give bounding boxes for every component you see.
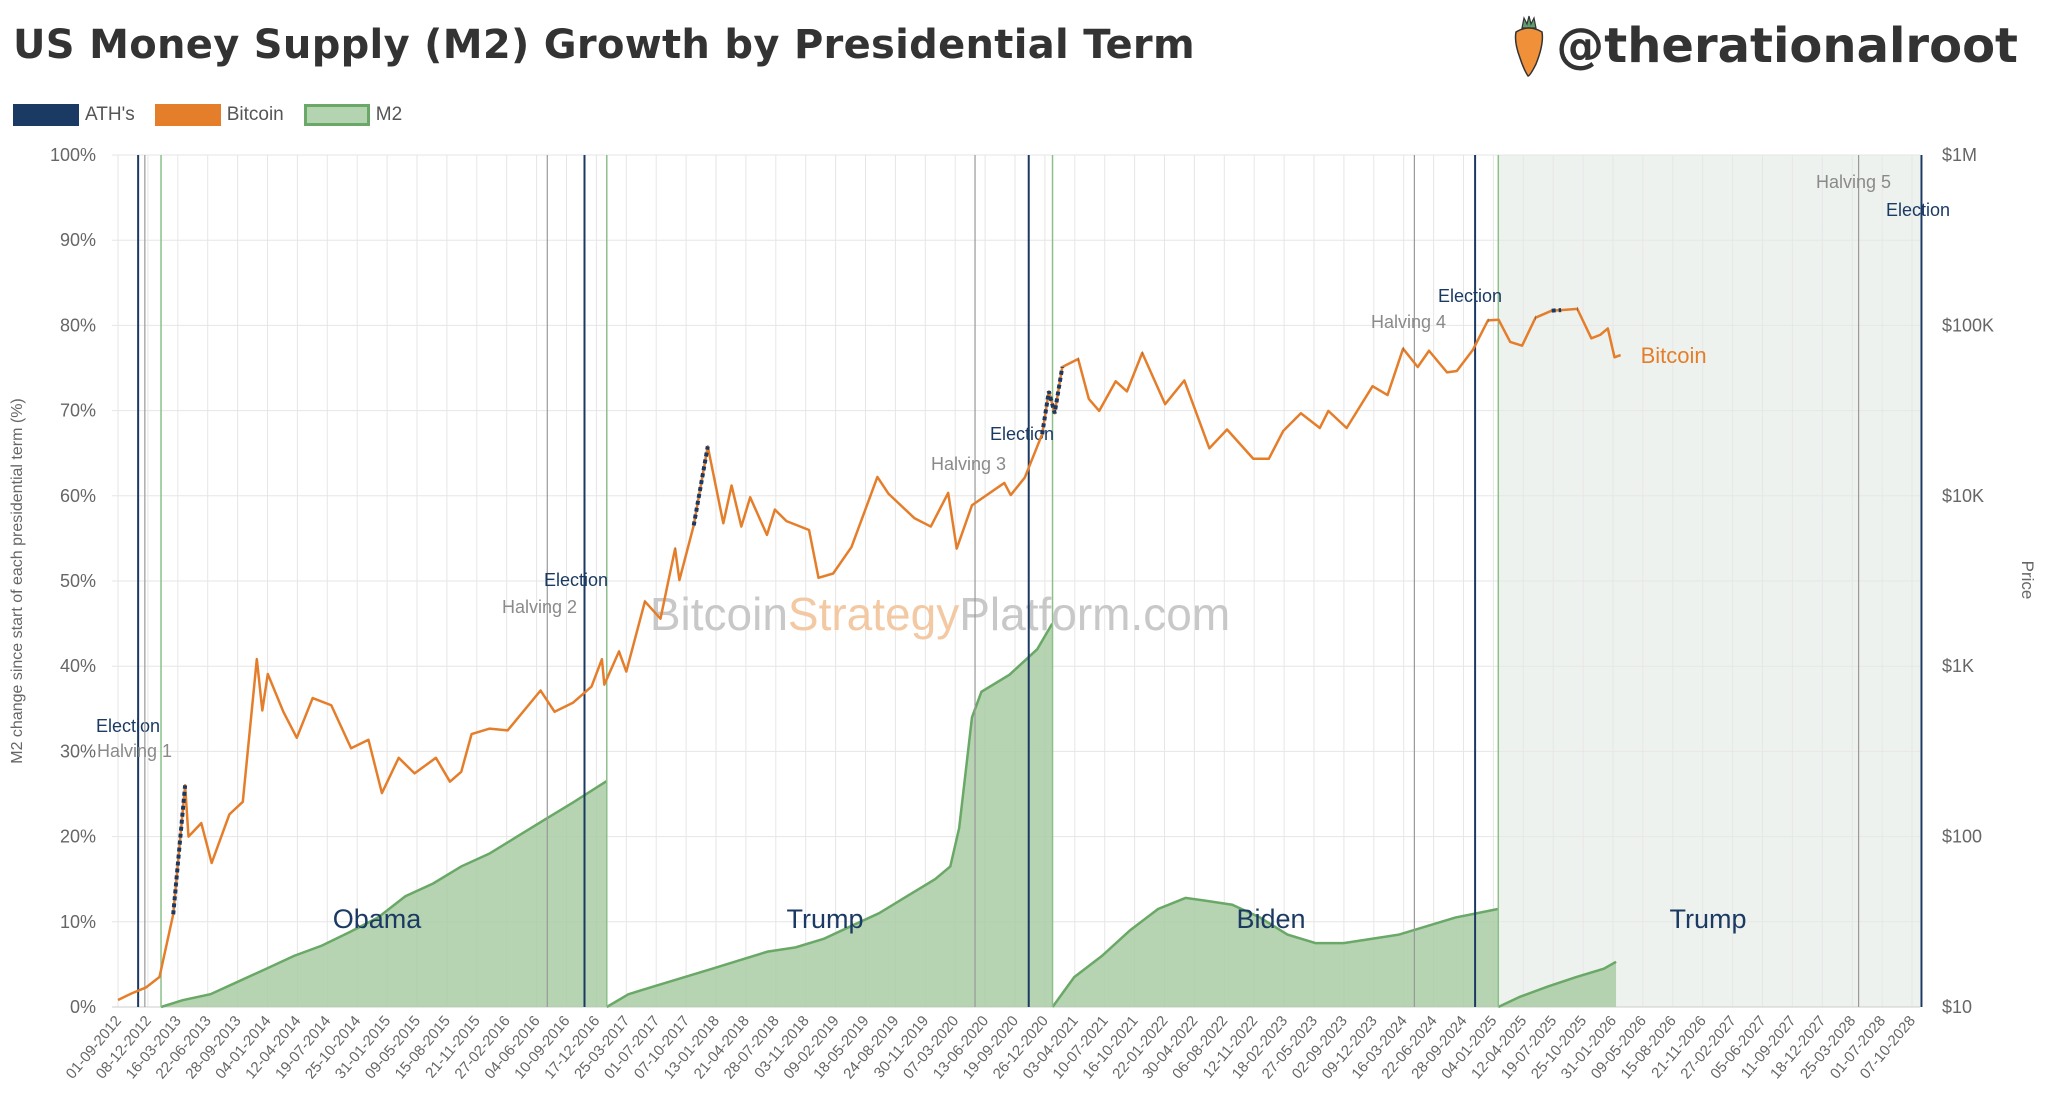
term-label: Obama (333, 904, 423, 934)
y2-tick-label: $1M (1942, 145, 1977, 165)
m2-line (1051, 896, 1499, 1008)
y-tick-label: 30% (60, 741, 96, 761)
legend-label: Bitcoin (226, 104, 284, 125)
halving-label: Halving 4 (1371, 312, 1446, 332)
y-tick-label: 10% (60, 912, 96, 932)
y2-tick-label: $100K (1942, 315, 1994, 335)
legend-swatch-bitcoin (154, 104, 221, 126)
y-tick-label: 20% (60, 827, 96, 847)
ath-segment (691, 446, 710, 526)
halving-label: Halving 1 (97, 741, 172, 761)
legend-item-bitcoin[interactable]: Bitcoin (154, 104, 284, 126)
m2-area-obama (161, 781, 607, 1007)
election-label: Election (1886, 200, 1950, 220)
y-tick-label: 40% (60, 656, 96, 676)
y2-axis-title: Price (2018, 561, 2037, 600)
watermark-part: Strategy (788, 588, 959, 640)
y-tick-label: 100% (50, 145, 96, 165)
halving-label: Halving 5 (1816, 172, 1891, 192)
election-label: Election (96, 716, 160, 736)
legend-label: M2 (375, 104, 403, 125)
ath-segment (171, 785, 188, 915)
m2-area-biden (1052, 897, 1498, 1007)
y-tick-label: 0% (70, 997, 96, 1017)
legend-swatch-ath (13, 104, 79, 126)
y2-tick-label: $100 (1942, 827, 1982, 847)
y2-tick-label: $10K (1942, 486, 1984, 506)
legend-item-ath[interactable]: ATH's (13, 104, 135, 126)
y2-tick-label: $10 (1942, 997, 1972, 1017)
y2-tick-label: $1K (1942, 656, 1974, 676)
bitcoin-series-label: Bitcoin (1641, 343, 1707, 368)
brand: @therationalroot (1512, 14, 2018, 78)
legend-item-m2[interactable]: M2 (303, 104, 403, 126)
carrot-logo-icon (1515, 15, 1544, 77)
term-label: Trump (1669, 904, 1746, 934)
legend-swatch-m2 (303, 104, 370, 126)
bitcoin-line (117, 307, 1622, 1002)
y-tick-label: 90% (60, 230, 96, 250)
watermark-part: Platform.com (959, 588, 1230, 640)
ath-segment (1551, 308, 1562, 313)
brand-handle: @therationalroot (1556, 18, 2018, 74)
halving-label: Halving 3 (931, 454, 1006, 474)
m2-line (1497, 960, 1617, 1009)
chart-title: US Money Supply (M2) Growth by President… (13, 22, 1195, 68)
m2-line (160, 780, 608, 1009)
election-label: Election (544, 570, 608, 590)
y-tick-label: 50% (60, 571, 96, 591)
m2-line (606, 622, 1054, 1009)
m2-area-trump (606, 623, 1053, 1007)
y-tick-label: 70% (60, 401, 96, 421)
legend: ATH's Bitcoin M2 (13, 104, 410, 126)
term-label: Trump (786, 904, 863, 934)
halving-label: Halving 2 (502, 597, 577, 617)
election-label: Election (990, 424, 1054, 444)
legend-label: ATH's (85, 104, 135, 125)
y-tick-label: 60% (60, 486, 96, 506)
term-label: Biden (1236, 904, 1305, 934)
watermark-part: Bitcoin (650, 588, 788, 640)
watermark: BitcoinStrategyPlatform.com (650, 588, 1230, 640)
y-axis-title: M2 change since start of each presidenti… (9, 398, 26, 764)
ath-segment (1040, 366, 1065, 435)
election-label: Election (1438, 286, 1502, 306)
y-tick-label: 80% (60, 315, 96, 335)
